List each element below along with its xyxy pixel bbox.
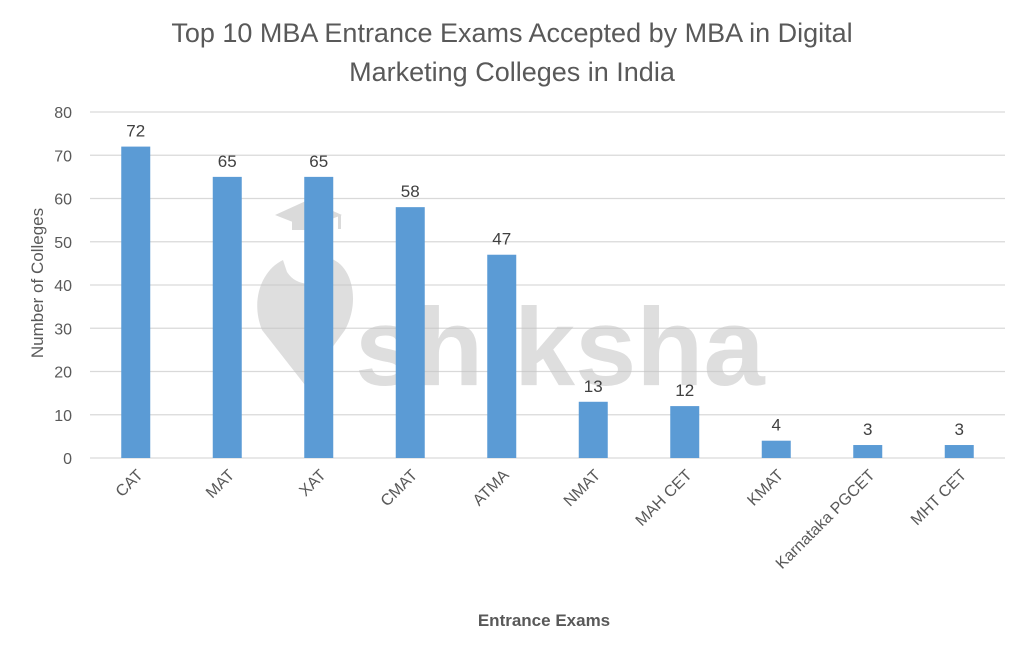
data-label: 12	[675, 381, 694, 400]
x-axis-labels: CAT MAT XAT CMAT ATMA NMAT MAH CET KMATKarnatak…	[113, 467, 970, 573]
bar	[395, 207, 425, 458]
y-tick-label: 40	[54, 278, 72, 295]
chart-title: Top 10 MBA Entrance Exams Accepted by MB…	[0, 14, 1024, 92]
x-tick-label: NMAT	[561, 467, 604, 510]
bars: 72 65 65 58 47 13 12 4 3 3	[121, 122, 974, 458]
bar	[304, 176, 334, 458]
y-tick-label: 70	[54, 148, 72, 165]
y-tick-label: 10	[54, 408, 72, 425]
chart-title-line-1: Top 10 MBA Entrance Exams Accepted by MB…	[171, 18, 853, 48]
y-tick-label: 80	[54, 105, 72, 122]
chart-title-line-2: Marketing Colleges in India	[349, 57, 675, 87]
x-tick-label: CMAT	[378, 467, 421, 510]
data-label: 4	[772, 416, 781, 435]
bar	[487, 254, 517, 458]
x-tick-label: ATMA	[470, 467, 513, 510]
y-axis-ticks: 0 10 20 30 40 50 60 70 80	[54, 105, 72, 468]
y-tick-label: 60	[54, 192, 72, 209]
bar	[761, 440, 791, 458]
data-label: 3	[955, 420, 964, 439]
data-label: 47	[492, 230, 511, 249]
data-label: 65	[218, 152, 237, 171]
x-tick-label: Karnataka PGCET	[773, 467, 879, 573]
y-tick-label: 20	[54, 365, 72, 382]
data-label: 58	[401, 182, 420, 201]
bar	[578, 401, 608, 458]
x-tick-label: KMAT	[744, 467, 787, 510]
x-tick-label: MHT CET	[908, 467, 970, 529]
data-label: 3	[863, 420, 872, 439]
bar	[212, 176, 242, 458]
data-label: 13	[584, 377, 603, 396]
y-tick-label: 0	[63, 451, 72, 468]
bar	[944, 445, 974, 458]
x-tick-label: XAT	[296, 467, 329, 500]
bar	[670, 406, 700, 458]
gridlines	[90, 111, 1005, 459]
y-tick-label: 50	[54, 235, 72, 252]
data-label: 72	[126, 122, 145, 141]
y-axis-label: Number of Colleges	[28, 207, 47, 359]
x-tick-label: MAT	[203, 467, 238, 502]
x-tick-label: CAT	[113, 467, 147, 501]
y-tick-label: 30	[54, 321, 72, 338]
x-axis-label: Entrance Exams	[477, 611, 611, 630]
x-tick-label: MAH CET	[633, 467, 696, 530]
data-label: 65	[309, 152, 328, 171]
bar	[853, 445, 883, 458]
bar	[121, 146, 151, 458]
